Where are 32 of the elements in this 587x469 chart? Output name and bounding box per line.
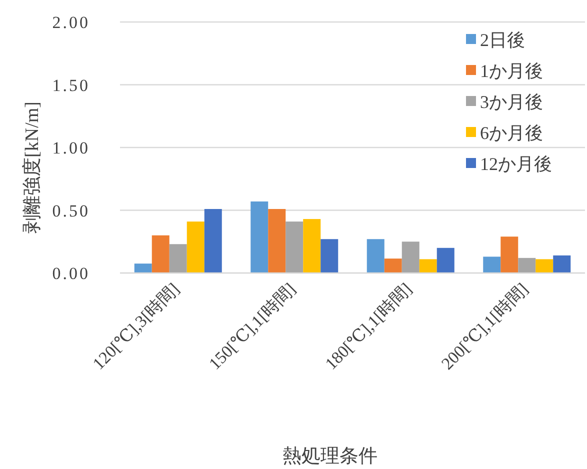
bar (303, 219, 321, 273)
bar (483, 256, 501, 273)
y-axis-title: 剥離強度[kN/m] (21, 102, 43, 234)
y-tick-label: 0.50 (52, 201, 90, 220)
bar (436, 248, 454, 273)
legend-label: 2日後 (480, 30, 525, 50)
bar (134, 264, 152, 273)
bar (268, 208, 286, 273)
legend-label: 12か月後 (480, 154, 552, 174)
bar (500, 236, 518, 273)
bar (384, 258, 402, 273)
y-tick-label: 1.00 (52, 138, 90, 158)
legend-label: 6か月後 (480, 123, 543, 143)
bar (186, 222, 204, 273)
bar (419, 259, 437, 273)
bar (250, 201, 268, 273)
y-tick-label: 0.00 (52, 264, 90, 283)
x-axis-title: 熱処理条件 (282, 446, 378, 467)
bar (152, 235, 170, 273)
bar (366, 239, 384, 273)
legend-label: 3か月後 (480, 92, 543, 112)
bar (320, 239, 338, 273)
y-tick-label: 1.50 (52, 76, 90, 95)
bar (402, 242, 420, 273)
bar (169, 244, 187, 273)
bar (536, 259, 554, 273)
bar (204, 208, 222, 273)
bar (518, 258, 536, 273)
bar (286, 222, 304, 273)
y-tick-label: 2.00 (52, 13, 90, 32)
bar (553, 255, 571, 273)
legend-label: 1か月後 (480, 61, 543, 81)
